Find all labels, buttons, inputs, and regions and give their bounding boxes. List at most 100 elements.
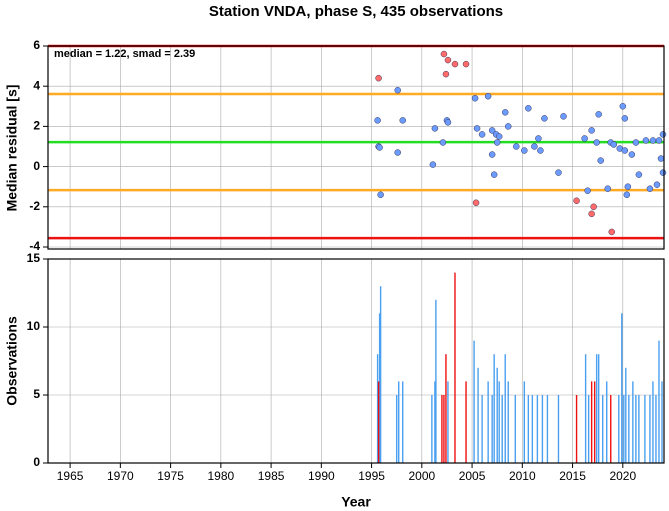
point bbox=[649, 137, 657, 144]
point bbox=[653, 181, 661, 188]
point bbox=[488, 127, 496, 134]
point bbox=[501, 109, 509, 116]
bar bbox=[431, 395, 433, 463]
point bbox=[628, 151, 636, 158]
point bbox=[473, 125, 481, 132]
point bbox=[462, 60, 470, 68]
x-tick-label: 1995 bbox=[358, 469, 385, 483]
point bbox=[472, 199, 480, 207]
point bbox=[504, 123, 512, 130]
bar bbox=[481, 395, 483, 463]
point bbox=[444, 119, 452, 126]
bar bbox=[395, 395, 398, 463]
bar bbox=[546, 395, 549, 463]
y-tick-label: 15 bbox=[27, 251, 41, 265]
bar bbox=[477, 367, 479, 463]
y-tick-label: -2 bbox=[29, 199, 40, 213]
bar bbox=[623, 395, 625, 463]
point bbox=[584, 187, 591, 194]
point bbox=[471, 95, 479, 102]
point bbox=[531, 143, 538, 150]
point bbox=[535, 135, 542, 142]
bar bbox=[501, 395, 503, 463]
bar bbox=[638, 395, 640, 463]
point bbox=[624, 183, 632, 190]
point bbox=[621, 147, 629, 154]
x-tick-label: 1965 bbox=[57, 469, 84, 483]
bar bbox=[536, 395, 539, 463]
point bbox=[429, 161, 437, 168]
bar bbox=[441, 395, 443, 463]
bar bbox=[625, 367, 627, 463]
point bbox=[588, 127, 595, 134]
point bbox=[659, 169, 667, 176]
point bbox=[394, 86, 401, 94]
point bbox=[521, 147, 528, 154]
bar bbox=[661, 381, 663, 463]
point bbox=[646, 185, 654, 192]
point bbox=[659, 131, 667, 138]
point bbox=[657, 155, 665, 162]
point bbox=[431, 125, 439, 132]
bar bbox=[465, 381, 467, 463]
bar bbox=[445, 354, 447, 463]
bar bbox=[652, 381, 654, 463]
bar bbox=[498, 381, 500, 463]
point bbox=[619, 103, 627, 110]
point bbox=[590, 203, 597, 211]
point bbox=[490, 171, 498, 178]
point bbox=[444, 56, 452, 64]
point bbox=[537, 147, 544, 154]
bar bbox=[507, 381, 509, 463]
bar bbox=[644, 395, 646, 463]
bar bbox=[402, 381, 404, 463]
bar bbox=[487, 381, 489, 463]
bar bbox=[496, 367, 498, 463]
point bbox=[608, 228, 615, 236]
point bbox=[632, 139, 640, 146]
point bbox=[478, 131, 486, 138]
x-tick-label: 1985 bbox=[258, 469, 285, 483]
bar bbox=[473, 340, 475, 463]
point bbox=[610, 141, 618, 148]
point bbox=[525, 105, 532, 112]
point bbox=[635, 171, 643, 178]
y-tick-label: 0 bbox=[33, 159, 40, 173]
y-axis-label: Observations bbox=[4, 316, 20, 406]
bar bbox=[377, 381, 380, 463]
bar bbox=[590, 381, 593, 463]
point bbox=[604, 185, 611, 192]
bar bbox=[655, 395, 657, 463]
x-tick-label: 2000 bbox=[408, 469, 435, 483]
point bbox=[655, 137, 663, 144]
x-tick-label: 1975 bbox=[157, 469, 184, 483]
y-tick-label: -4 bbox=[29, 239, 40, 253]
bar bbox=[587, 395, 590, 463]
bar bbox=[557, 395, 560, 463]
x-tick-label: 2010 bbox=[509, 469, 536, 483]
point bbox=[374, 117, 381, 124]
y-axis-label: Median residual [s] bbox=[4, 85, 20, 212]
bar bbox=[491, 395, 493, 463]
bar bbox=[454, 272, 456, 463]
point bbox=[597, 157, 604, 164]
point bbox=[555, 169, 562, 176]
bar bbox=[593, 381, 596, 463]
point bbox=[440, 50, 448, 58]
y-tick-label: 10 bbox=[27, 319, 41, 333]
bar bbox=[635, 395, 637, 463]
bar bbox=[541, 395, 544, 463]
bar bbox=[447, 381, 449, 463]
bar bbox=[434, 381, 436, 463]
bar bbox=[621, 313, 623, 463]
point bbox=[495, 133, 503, 140]
bar bbox=[379, 286, 382, 463]
point bbox=[451, 60, 459, 68]
annotation: median = 1.22, smad = 2.39 bbox=[54, 48, 195, 60]
point bbox=[484, 92, 492, 100]
plot-frame bbox=[47, 258, 665, 464]
bar bbox=[376, 354, 379, 463]
bar bbox=[610, 395, 612, 463]
y-tick-label: 5 bbox=[33, 387, 40, 401]
